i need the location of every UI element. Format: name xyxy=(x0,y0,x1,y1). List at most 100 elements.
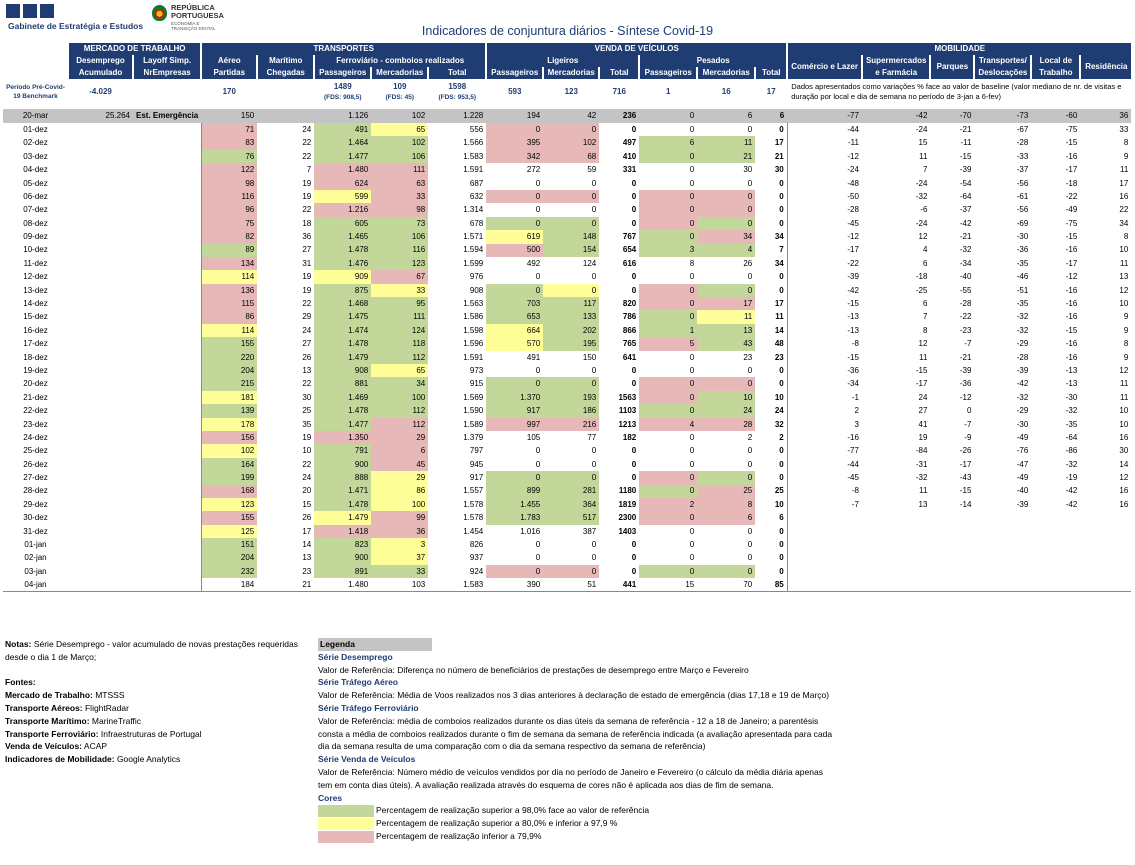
cell-transportes: -39 xyxy=(1016,365,1029,375)
reference-row: 20-mar 25.264 Est. Emergência 150 1.126 102 1.… xyxy=(3,109,1132,123)
cell-lig-total: 654 xyxy=(622,245,637,255)
cell-transportes: -61 xyxy=(1016,191,1029,201)
legend-green-text: Percentagem de realização superior a 98,… xyxy=(376,805,650,816)
cell-trabalho: -16 xyxy=(1065,285,1078,295)
cell-parques: -55 xyxy=(959,285,972,295)
cell-pes-mercadorias: 0 xyxy=(697,471,756,485)
cell-aereo: 178 xyxy=(200,417,258,431)
cell-transportes xyxy=(974,565,1031,578)
cell-transportes: -28 xyxy=(1016,352,1029,362)
cell-lig-total: 0 xyxy=(631,379,637,389)
cell-pes-mercadorias: 0 xyxy=(697,283,756,298)
header-mobilidade: MOBILIDADE xyxy=(786,43,1132,55)
cell-ferro-total: 1.557 xyxy=(463,486,484,496)
cell-aereo: 98 xyxy=(200,176,258,190)
cell-desemprego xyxy=(68,284,133,297)
cell-ferro-passageiros: 823 xyxy=(314,538,372,552)
cell-desemprego xyxy=(68,552,133,565)
cell-layoff xyxy=(133,552,201,565)
cell-aereo: 96 xyxy=(200,203,258,217)
cell-aereo: 139 xyxy=(200,404,258,418)
cell-transportes: -39 xyxy=(1016,499,1029,509)
cell-lig-mercadorias: 193 xyxy=(543,390,600,405)
cell-pes-mercadorias: 0 xyxy=(747,446,753,456)
cell-ferro-passageiros: 908 xyxy=(314,364,372,378)
cell-supermercados: -24 xyxy=(915,218,928,228)
header-supermercados: Supermercados e Farmácia xyxy=(860,55,931,79)
cell-lig-passageiros: 1.455 xyxy=(486,497,544,512)
cell-layoff xyxy=(133,163,201,176)
cell-lig-mercadorias: 154 xyxy=(543,243,600,257)
cell-ferro-passageiros: 791 xyxy=(314,444,372,458)
cell-pes-mercadorias: 0 xyxy=(697,377,756,391)
cell-maritimo: 10 xyxy=(302,446,312,456)
cell-trabalho: -75 xyxy=(1065,124,1078,134)
table-row: 02-dez 83 22 1.464 102 1.566 395 102 497 6 11 17 -11… xyxy=(3,136,1131,150)
cell-pes-mercadorias: 23 xyxy=(743,352,753,362)
cell-residencia: 9 xyxy=(1123,151,1129,161)
cell-residencia: 12 xyxy=(1119,285,1129,295)
cell-desemprego xyxy=(68,136,133,149)
page-title: Indicadores de conjuntura diários - Sínt… xyxy=(421,24,714,38)
cell-aereo: 151 xyxy=(200,538,258,552)
cell-pes-passageiros: 0 xyxy=(689,272,695,282)
cell-ferro-mercadorias: 63 xyxy=(371,176,429,190)
cell-lig-total: 497 xyxy=(622,138,637,148)
cell-residencia xyxy=(1080,565,1131,578)
cell-ferro-mercadorias: 45 xyxy=(371,457,429,472)
cell-layoff xyxy=(133,498,201,511)
cell-lig-passageiros: 0 xyxy=(535,178,541,188)
cell-transportes: -49 xyxy=(1016,432,1029,442)
table-row: 01-jan 151 14 823 3 826 0 0 0 0 0 0 xyxy=(3,538,1131,552)
cell-layoff xyxy=(133,538,201,551)
cell-supermercados: 6 xyxy=(922,299,928,309)
cell-lig-mercadorias: 0 xyxy=(591,459,597,469)
cell-residencia xyxy=(1080,511,1131,524)
cell-ferro-total: 1.594 xyxy=(463,245,484,255)
cell-lig-mercadorias: 216 xyxy=(543,417,600,431)
table-row: 20-dez 215 22 881 34 915 0 0 0 0 0 0 -34 -17 -36 -42 -13… xyxy=(3,377,1131,391)
cell-layoff xyxy=(133,458,201,471)
cell-ferro-mercadorias: 103 xyxy=(371,578,429,593)
cell-maritimo: 19 xyxy=(302,191,312,201)
cell-ferro-passageiros: 1.478 xyxy=(314,404,372,418)
legend-title: Legenda xyxy=(318,638,432,651)
cell-ferro-mercadorias: 100 xyxy=(371,497,429,512)
cell-pes-total: 0 xyxy=(755,216,788,231)
cell-comercio: -15 xyxy=(847,299,859,309)
cell-ferro-passageiros: 881 xyxy=(314,377,372,391)
cell-pes-total: 11 xyxy=(755,310,788,324)
cell-maritimo: 17 xyxy=(302,526,312,536)
source-key: Transporte Ferroviário: xyxy=(5,728,99,739)
cell-trabalho: -15 xyxy=(1065,232,1078,242)
reference-ferro-passageiros: 1.126 xyxy=(314,109,372,123)
cell-parques: -40 xyxy=(959,272,972,282)
table-row: 17-dez 155 27 1.478 118 1.596 570 195 765 5 43 48 -8… xyxy=(3,337,1131,351)
cell-maritimo: 13 xyxy=(302,553,312,563)
cell-residencia: 16 xyxy=(1119,191,1129,201)
cell-pes-passageiros: 1 xyxy=(639,323,698,338)
benchmark-pes-passageiros: 1 xyxy=(666,87,671,97)
cell-aereo: 155 xyxy=(200,511,258,525)
table-row: 16-dez 114 24 1.474 124 1.598 664 202 866 1 13 14 -1… xyxy=(3,323,1131,338)
cell-layoff xyxy=(133,511,201,524)
cell-transportes: -32 xyxy=(1016,325,1029,335)
cell-comercio: -42 xyxy=(847,285,859,295)
cell-aereo: 184 xyxy=(200,578,258,593)
cell-lig-total: 182 xyxy=(622,432,637,442)
cell-pes-mercadorias: 30 xyxy=(743,165,753,175)
cell-ferro-passageiros: 1.476 xyxy=(314,256,372,271)
cell-transportes: -40 xyxy=(1016,486,1029,496)
cell-ferro-passageiros: 599 xyxy=(314,189,372,204)
cell-comercio: -77 xyxy=(847,446,859,456)
cell-lig-total: 0 xyxy=(631,178,637,188)
reference-aereo: 150 xyxy=(201,109,258,123)
cell-residencia: 10 xyxy=(1119,406,1129,416)
cell-lig-total: 0 xyxy=(631,553,637,563)
cell-desemprego xyxy=(68,458,133,471)
cell-parques xyxy=(930,511,974,524)
table-row: 21-dez 181 30 1.469 100 1.569 1.370 193 1563 0 10 1… xyxy=(3,390,1131,405)
header-blank xyxy=(3,67,68,79)
cell-lig-passageiros: 570 xyxy=(486,337,544,351)
legend-text-ferroviario: Valor de Referência: média de comboios r… xyxy=(318,715,833,752)
